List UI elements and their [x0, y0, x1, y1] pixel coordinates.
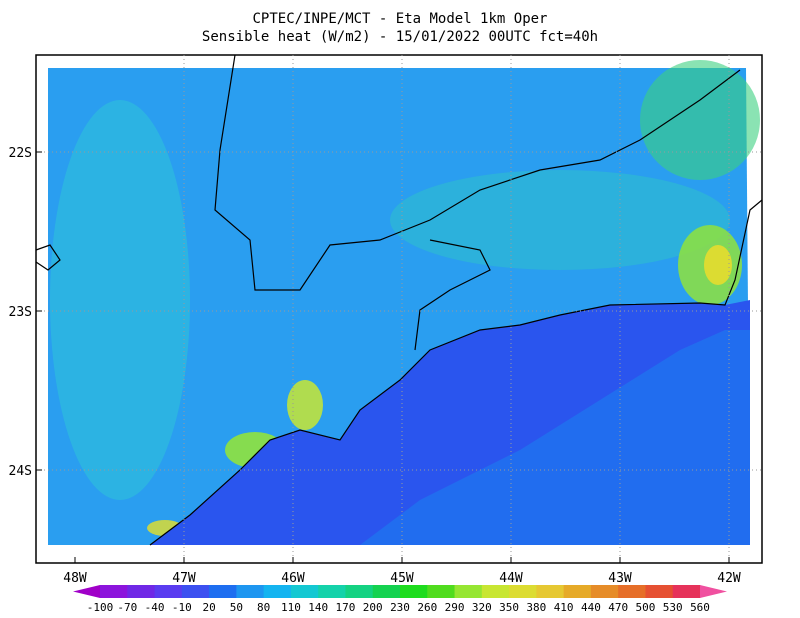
colorbar-segment: [563, 585, 592, 598]
state-border: [214, 54, 741, 291]
lat-label: 23S: [9, 305, 32, 320]
graticule: [36, 55, 762, 563]
colorbar-label: 20: [202, 601, 215, 614]
ocean-field-far: [360, 330, 750, 545]
colorbar-segment: [454, 585, 483, 598]
colorbar-segment: [263, 585, 292, 598]
axis-labels: 22S 23S 24S 48W 47W 46W 45W 44W 43W 42W: [9, 146, 741, 586]
field-patch: [287, 380, 323, 430]
colorbar-label: 500: [636, 601, 656, 614]
colorbar-segment: [400, 585, 428, 598]
colorbar-label: 380: [526, 601, 546, 614]
colorbar-label: 560: [690, 601, 710, 614]
colorbar-label: -100: [87, 601, 114, 614]
colorbar-segment: [100, 585, 128, 598]
colorbar-label: 260: [417, 601, 437, 614]
colorbar-segment: [372, 585, 401, 598]
colorbar-segment: [345, 585, 374, 598]
lat-label: 24S: [9, 464, 32, 479]
field-patch: [390, 170, 730, 270]
colorbar-label: 140: [308, 601, 328, 614]
colorbar-segment: [236, 585, 265, 598]
lon-label: 43W: [608, 571, 632, 586]
lon-label: 45W: [390, 571, 414, 586]
colorbar-arrow: [73, 585, 100, 598]
colorbar-segment: [481, 585, 510, 598]
colorbar-label: 350: [499, 601, 519, 614]
colorbar-label: 110: [281, 601, 301, 614]
title: CPTEC/INPE/MCT - Eta Model 1km Oper: [252, 11, 547, 27]
field: [35, 54, 763, 546]
colorbar-label: 320: [472, 601, 492, 614]
field-patch: [704, 245, 732, 285]
colorbar-segment: [645, 585, 674, 598]
colorbar-segment: [509, 585, 537, 598]
coastline: [149, 199, 763, 546]
colorbar-label: 290: [445, 601, 465, 614]
colorbar-segment: [290, 585, 319, 598]
colorbar-segment: [318, 585, 346, 598]
colorbar-arrow: [700, 585, 727, 598]
colorbar-label: 410: [554, 601, 574, 614]
field-patch: [640, 60, 760, 180]
lon-label: 42W: [717, 571, 741, 586]
state-border: [414, 239, 491, 351]
colorbar-label: 440: [581, 601, 601, 614]
colorbar-label: 470: [608, 601, 628, 614]
colorbar-label: 50: [230, 601, 243, 614]
lon-label: 48W: [63, 571, 87, 586]
colorbar-segment: [672, 585, 701, 598]
colorbar-segment: [427, 585, 456, 598]
state-border: [35, 244, 61, 271]
colorbar-label: -40: [145, 601, 165, 614]
lon-label: 44W: [499, 571, 523, 586]
colorbar-segment: [154, 585, 183, 598]
colorbar-label: 200: [363, 601, 383, 614]
colorbar-segment: [181, 585, 210, 598]
colorbar-segment: [536, 585, 565, 598]
subtitle: Sensible heat (W/m2) - 15/01/2022 00UTC …: [202, 29, 598, 45]
colorbar-label: 230: [390, 601, 410, 614]
colorbar: -100 -70 -40 -10 20 50 80 110 140 170 200 230 260 290…: [73, 585, 727, 614]
colorbar-label: 80: [257, 601, 270, 614]
field-patch: [50, 100, 190, 500]
lon-label: 46W: [281, 571, 305, 586]
lat-label: 22S: [9, 146, 32, 161]
colorbar-label: 530: [663, 601, 683, 614]
colorbar-label: -10: [172, 601, 192, 614]
lon-label: 47W: [172, 571, 196, 586]
colorbar-label: 170: [336, 601, 356, 614]
colorbar-segment: [618, 585, 646, 598]
colorbar-segment: [127, 585, 156, 598]
colorbar-label: -70: [117, 601, 137, 614]
colorbar-segment: [590, 585, 619, 598]
colorbar-segment: [209, 585, 237, 598]
